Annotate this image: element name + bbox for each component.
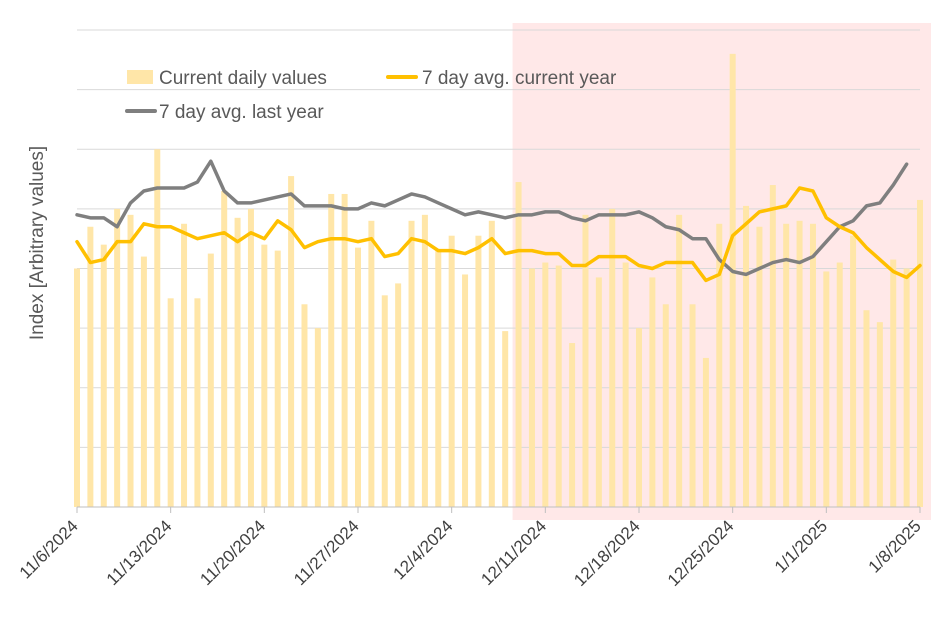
- bar-series-current-daily: [74, 53, 923, 508]
- bar: [903, 268, 910, 507]
- x-tick-label: 11/27/2024: [290, 516, 363, 589]
- bar: [542, 262, 549, 507]
- bar: [796, 220, 803, 508]
- bar: [435, 250, 442, 508]
- bar: [756, 226, 763, 507]
- bar: [649, 277, 656, 507]
- bar: [421, 214, 428, 507]
- bar: [890, 259, 897, 507]
- bar: [114, 208, 121, 507]
- bar: [676, 214, 683, 507]
- bar: [743, 205, 750, 508]
- legend-label-last-year: 7 day avg. last year: [159, 102, 324, 123]
- bar: [595, 277, 602, 507]
- line-current-year: [75, 186, 922, 283]
- x-tick-label: 11/6/2024: [16, 516, 82, 582]
- legend: Current daily values 7 day avg. current …: [125, 68, 617, 123]
- bar: [247, 208, 254, 507]
- bar: [462, 274, 469, 507]
- bar: [368, 220, 375, 508]
- bar: [234, 217, 241, 507]
- bar: [702, 357, 709, 507]
- bar: [582, 214, 589, 507]
- bar: [662, 304, 669, 507]
- bar: [127, 214, 134, 507]
- x-tick-label: 11/20/2024: [196, 516, 269, 589]
- bar: [863, 310, 870, 507]
- bar: [876, 322, 883, 507]
- x-tick-label: 1/8/2025: [865, 516, 925, 576]
- x-tick-label: 12/4/2024: [390, 516, 457, 583]
- bar: [341, 193, 348, 507]
- bar: [475, 235, 482, 508]
- x-tick-label: 12/25/2024: [664, 516, 738, 590]
- bar: [154, 149, 161, 507]
- x-tick-label: 12/18/2024: [570, 516, 644, 590]
- bar: [729, 53, 736, 507]
- bar: [609, 208, 616, 507]
- x-tick-label: 12/11/2024: [477, 516, 550, 589]
- legend-label-current-daily: Current daily values: [159, 68, 327, 89]
- bar: [181, 223, 188, 507]
- bar: [836, 262, 843, 507]
- bar: [502, 331, 509, 507]
- bar: [381, 295, 388, 507]
- bar: [288, 176, 295, 508]
- legend-swatch-current-daily: [127, 70, 153, 84]
- x-tick-label: 1/1/2025: [771, 516, 831, 576]
- bar: [448, 235, 455, 508]
- bar: [328, 193, 335, 507]
- x-tick-labels: 11/6/2024 11/13/2024 11/20/2024 11/27/2024 1…: [16, 516, 925, 590]
- bar: [555, 265, 562, 507]
- bar: [221, 190, 228, 508]
- bar: [261, 244, 268, 507]
- bar: [769, 185, 776, 507]
- bar: [167, 298, 174, 507]
- x-tick-label: 11/13/2024: [103, 516, 176, 589]
- bar: [194, 298, 201, 507]
- bar: [488, 220, 495, 508]
- line-series: [75, 159, 922, 283]
- bar: [569, 343, 576, 507]
- bar: [528, 268, 535, 507]
- bar: [207, 253, 214, 507]
- bar: [140, 256, 147, 507]
- gridlines: [77, 29, 920, 448]
- bar: [74, 268, 80, 507]
- bar: [301, 304, 308, 507]
- bar: [274, 250, 281, 508]
- bar: [716, 223, 723, 507]
- bar: [515, 182, 522, 507]
- bar: [809, 223, 816, 507]
- y-axis-title: Index [Arbitrary values]: [27, 146, 48, 340]
- bar: [823, 271, 830, 507]
- bar: [850, 235, 857, 508]
- bar: [636, 328, 642, 507]
- x-axis: [76, 506, 921, 513]
- bar: [783, 223, 790, 507]
- bar: [395, 283, 402, 507]
- bar: [87, 226, 94, 507]
- bar: [917, 199, 923, 507]
- bar: [355, 247, 361, 507]
- line-last-year: [75, 159, 909, 277]
- bar: [100, 244, 107, 507]
- bar: [689, 304, 696, 507]
- bar: [622, 262, 629, 507]
- bar: [408, 220, 415, 508]
- legend-label-current-year: 7 day avg. current year: [422, 68, 617, 89]
- bar: [314, 328, 321, 507]
